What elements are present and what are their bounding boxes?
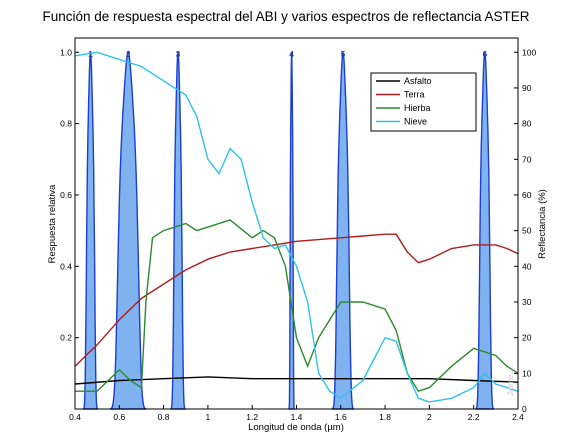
x-tick-label: 1.8 [379, 412, 391, 422]
chart-title: Función de respuesta espectral del ABI y… [42, 9, 529, 24]
reflectance-series-layer [74, 51, 519, 403]
band-4-response [288, 52, 295, 410]
x-axis-label: Longitud de onda (µm) [248, 422, 344, 433]
legend-label-hierba: Hierba [404, 103, 431, 113]
series-hierba-line [75, 219, 519, 393]
band-response-layer: 1 2 3 4 5 6 [82, 50, 495, 410]
legend-label-asfalto: Asfalto [404, 76, 432, 86]
y-right-axis-label: Reflectancia (%) [537, 189, 548, 259]
y-right-tick-label: 60 [522, 190, 532, 200]
y-right-tick-label: 30 [522, 297, 532, 307]
x-tick-label: 0.4 [69, 412, 81, 422]
y-right-tick-label: 10 [522, 368, 532, 378]
series-asfalto-line [74, 376, 519, 385]
band-5-label: 5 [341, 50, 346, 59]
band-1-label: 1 [88, 50, 93, 59]
band-6-label: 6 [483, 50, 488, 59]
y-left-tick-label: 0.4 [60, 261, 72, 271]
x-tick-label: 1.2 [246, 412, 258, 422]
band-3-label: 3 [176, 50, 181, 59]
band-2-label: 2 [126, 50, 131, 59]
y-right-tick-label: 40 [522, 261, 532, 271]
y-left-tick-label: 1.0 [60, 47, 72, 57]
y-left-axis-ticks: 0.2 0.4 0.6 0.8 1.0 [60, 47, 79, 343]
legend: Asfalto Terra Hierba Nieve [370, 72, 477, 132]
x-tick-label: 2.4 [512, 412, 524, 422]
y-left-tick-label: 0.2 [60, 333, 72, 343]
x-tick-label: 1.4 [291, 412, 303, 422]
y-right-tick-label: 20 [522, 333, 532, 343]
x-tick-label: 1.6 [335, 412, 347, 422]
x-axis-ticks: 0.4 0.6 0.8 1 1.2 1.4 1.6 1.8 2 2.2 2.4 [69, 405, 524, 422]
y-right-tick-label: 80 [522, 119, 532, 129]
band-5-response [331, 52, 355, 410]
legend-label-terra: Terra [404, 90, 425, 100]
watermark-text: Jaime.... [506, 366, 515, 396]
x-tick-label: 2.2 [468, 412, 480, 422]
y-right-tick-label: 90 [522, 83, 532, 93]
band-4-label: 4 [289, 50, 294, 59]
x-tick-label: 0.8 [158, 412, 170, 422]
y-left-axis-label: Respuesta relativa [47, 184, 58, 263]
x-tick-label: 2 [427, 412, 432, 422]
y-right-tick-label: 70 [522, 154, 532, 164]
x-tick-label: 0.6 [113, 412, 125, 422]
legend-label-nieve: Nieve [404, 117, 427, 127]
band-3-response [170, 52, 186, 410]
y-right-tick-label: 100 [522, 47, 536, 57]
y-left-tick-label: 0.8 [60, 119, 72, 129]
x-tick-label: 1 [206, 412, 211, 422]
y-right-tick-label: 0 [522, 404, 527, 414]
y-right-tick-label: 50 [522, 226, 532, 236]
series-terra-line [74, 233, 519, 367]
y-right-axis-ticks: 0 10 20 30 40 50 60 70 80 90 100 [514, 47, 536, 414]
y-left-tick-label: 0.6 [60, 190, 72, 200]
series-nieve-line [74, 51, 519, 403]
